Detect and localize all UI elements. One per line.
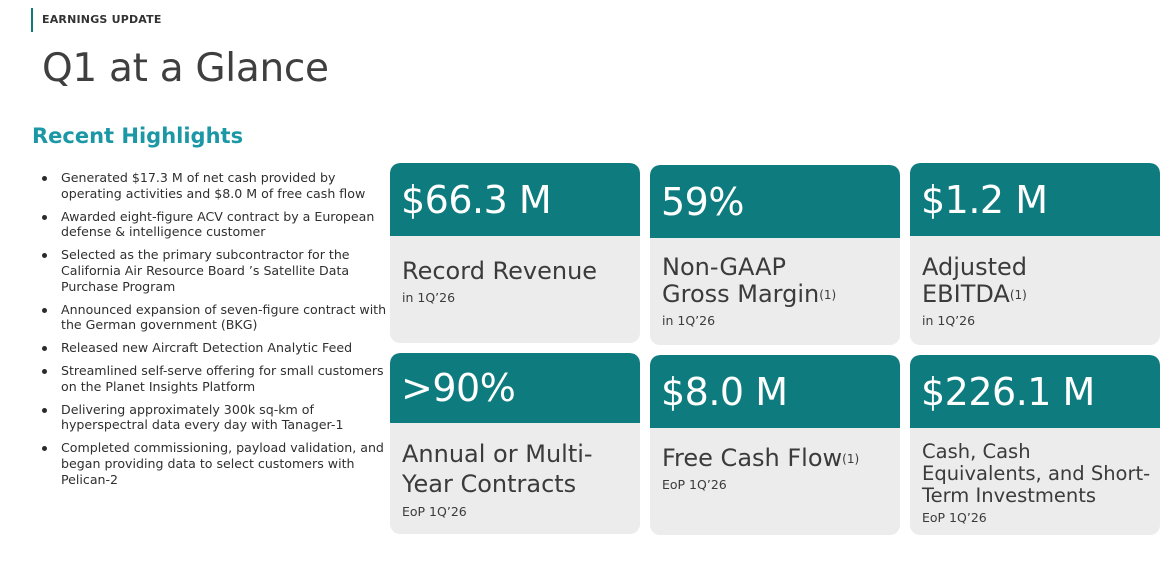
metric-value-band: $8.0 M bbox=[650, 355, 900, 428]
eyebrow-text: EARNINGS UPDATE bbox=[42, 13, 162, 26]
highlight-item: Selected as the primary subcontractor fo… bbox=[42, 247, 387, 294]
highlights-list: Generated $17.3 M of net cash provided b… bbox=[42, 170, 387, 495]
highlight-item: Delivering approximately 300k sq-km of h… bbox=[42, 402, 387, 434]
metric-label: Free Cash Flow(1) bbox=[662, 444, 860, 472]
metric-card-revenue: $66.3 M Record Revenue in 1Q’26 bbox=[390, 163, 640, 343]
metric-card-contracts: >90% Annual or Multi-Year Contracts EoP … bbox=[390, 353, 640, 534]
highlight-item: Released new Aircraft Detection Analytic… bbox=[42, 340, 387, 356]
metric-label: Record Revenue bbox=[402, 257, 598, 285]
metric-label: Adjusted EBITDA(1) bbox=[922, 253, 1028, 308]
highlight-item: Announced expansion of seven-figure cont… bbox=[42, 302, 387, 334]
highlight-item: Generated $17.3 M of net cash provided b… bbox=[42, 170, 387, 202]
metric-value-band: >90% bbox=[390, 353, 640, 423]
metric-period: EoP 1Q’26 bbox=[922, 510, 987, 525]
metric-value: $226.1 M bbox=[921, 369, 1095, 414]
section-eyebrow: EARNINGS UPDATE bbox=[31, 8, 162, 32]
metric-card-gross-margin: 59% Non-GAAP Gross Margin(1) in 1Q’26 bbox=[650, 165, 900, 345]
metric-value-band: $66.3 M bbox=[390, 163, 640, 236]
metric-value-band: $226.1 M bbox=[910, 355, 1160, 428]
metric-label: Cash, Cash Equivalents, and Short-Term I… bbox=[922, 440, 1151, 507]
metric-period: in 1Q’26 bbox=[402, 290, 456, 305]
metric-value: $1.2 M bbox=[921, 177, 1048, 222]
metric-card-free-cash-flow: $8.0 M Free Cash Flow(1) EoP 1Q’26 bbox=[650, 355, 900, 535]
highlights-heading: Recent Highlights bbox=[32, 124, 244, 148]
metric-period: EoP 1Q’26 bbox=[662, 477, 727, 492]
highlight-item: Completed commissioning, payload validat… bbox=[42, 440, 387, 487]
highlight-item: Streamlined self-serve offering for smal… bbox=[42, 363, 387, 395]
metric-value: >90% bbox=[401, 366, 516, 410]
page-title: Q1 at a Glance bbox=[42, 46, 329, 91]
metric-card-cash: $226.1 M Cash, Cash Equivalents, and Sho… bbox=[910, 355, 1160, 535]
metric-label: Annual or Multi-Year Contracts bbox=[402, 440, 593, 498]
metric-card-ebitda: $1.2 M Adjusted EBITDA(1) in 1Q’26 bbox=[910, 163, 1160, 345]
highlight-item: Awarded eight-figure ACV contract by a E… bbox=[42, 209, 387, 241]
metric-value-band: $1.2 M bbox=[910, 163, 1160, 236]
metric-period: in 1Q’26 bbox=[662, 313, 716, 328]
metric-value: 59% bbox=[661, 179, 744, 224]
metric-value: $8.0 M bbox=[661, 369, 788, 414]
metric-period: EoP 1Q’26 bbox=[402, 504, 467, 519]
metric-value: $66.3 M bbox=[401, 177, 552, 222]
metric-period: in 1Q’26 bbox=[922, 313, 976, 328]
metric-label: Non-GAAP Gross Margin(1) bbox=[662, 253, 837, 308]
metric-value-band: 59% bbox=[650, 165, 900, 238]
